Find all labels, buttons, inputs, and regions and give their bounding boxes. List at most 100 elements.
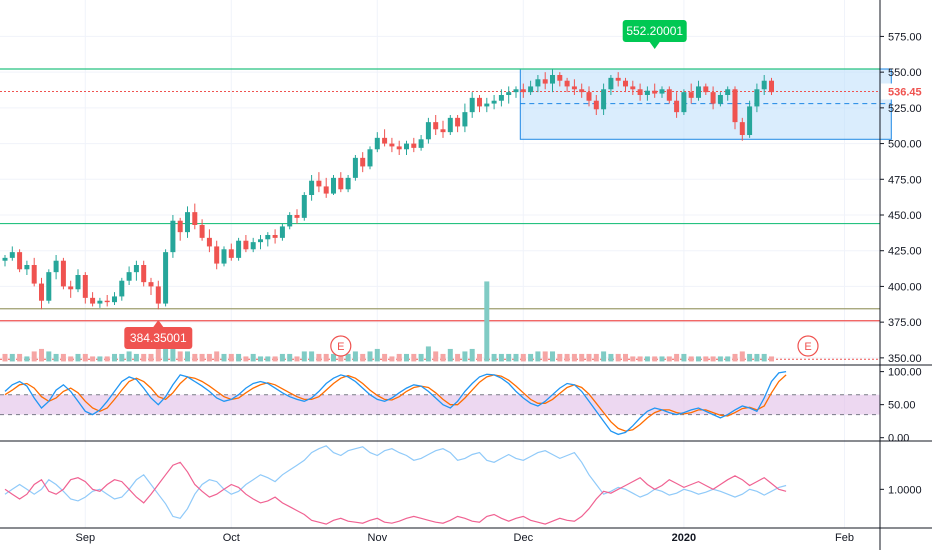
volume-bar — [506, 353, 512, 362]
volume-bar — [367, 351, 373, 362]
volume-bar — [644, 356, 650, 362]
candle-body — [411, 143, 417, 148]
oscillator-k-line — [4, 370, 787, 436]
volume-bar — [206, 353, 212, 362]
volume-bar — [338, 353, 344, 362]
volume-bar — [725, 356, 731, 362]
volume-bar — [469, 348, 475, 362]
volume-bar — [666, 356, 672, 362]
candle-body — [279, 226, 285, 238]
candle-body — [433, 122, 439, 130]
volume-bar — [309, 351, 315, 362]
low-price-label-box — [124, 327, 193, 349]
candle-body — [586, 92, 592, 101]
volume-bar — [148, 353, 154, 362]
volume-bar — [265, 356, 271, 362]
candle-body — [272, 235, 278, 238]
candle-body — [374, 137, 380, 150]
candle-body — [112, 296, 117, 303]
volume-bar — [732, 353, 738, 362]
volume-bar — [221, 353, 227, 362]
candle-body — [104, 300, 110, 303]
candle-body — [177, 220, 183, 233]
candle-body — [214, 246, 220, 264]
candle-body — [674, 100, 680, 113]
volume-bar — [214, 351, 220, 362]
candle-body — [287, 215, 293, 227]
candle-body — [294, 215, 300, 218]
candle-body — [732, 89, 738, 123]
oscillator-tick-label: 50.00 — [888, 400, 916, 412]
candle-body — [513, 89, 519, 93]
volume-bar — [652, 356, 658, 362]
volume-bar — [696, 356, 701, 362]
volume-bar — [396, 353, 402, 362]
price-tick-label: 425.00 — [888, 246, 922, 258]
comparison-red-line — [4, 461, 787, 525]
candle-body — [126, 272, 132, 281]
time-tick-label: Dec — [514, 532, 534, 544]
volume-bar — [455, 353, 461, 362]
volume-bar — [228, 353, 234, 362]
volume-bar — [674, 353, 680, 362]
time-tick-label: Nov — [368, 532, 388, 544]
volume-bar — [477, 353, 482, 362]
volume-bar — [608, 353, 614, 362]
candle-body — [484, 103, 490, 107]
high-price-label-pointer — [649, 42, 660, 49]
candle-body — [535, 79, 541, 87]
candle-body — [747, 106, 753, 135]
candle-body — [309, 180, 315, 195]
candle-body — [338, 177, 344, 190]
volume-bar — [710, 356, 716, 362]
volume-bar — [637, 356, 643, 362]
volume-bar — [703, 356, 709, 362]
candle-body — [491, 100, 497, 104]
volume-bar — [528, 353, 534, 362]
candle-body — [571, 86, 577, 90]
volume-bar — [659, 356, 665, 362]
volume-bar — [754, 353, 760, 362]
candle-body — [243, 240, 249, 250]
volume-bar — [243, 356, 249, 362]
volume-bar — [374, 348, 380, 362]
candle-body — [754, 89, 760, 107]
candle-body — [557, 75, 563, 81]
candle-body — [31, 265, 37, 284]
volume-bar — [404, 353, 409, 362]
price-tick-label: 350.00 — [888, 353, 922, 365]
volume-bars — [2, 281, 774, 362]
earnings-marker — [330, 335, 352, 357]
volume-bar — [769, 356, 774, 362]
candle-body — [221, 249, 227, 264]
candle-body — [550, 75, 555, 84]
volume-bar — [331, 353, 336, 362]
candle-body — [60, 260, 66, 287]
volume-bar — [433, 351, 439, 362]
volume-bar — [352, 351, 358, 362]
earnings-marker-label: E — [337, 341, 344, 353]
candle-body — [615, 77, 621, 81]
candle-body — [367, 149, 373, 167]
candle-body — [447, 117, 453, 133]
candle-body — [717, 95, 723, 104]
candle-body — [360, 157, 366, 167]
volume-bar — [550, 351, 555, 362]
candle-body — [455, 117, 461, 127]
volume-bar — [447, 348, 453, 362]
volume-bar — [141, 353, 147, 362]
candle-body — [739, 122, 745, 135]
candle-body — [703, 86, 709, 93]
time-tick-label: Oct — [223, 532, 240, 544]
candle-body — [192, 212, 198, 225]
candle-body — [440, 129, 446, 133]
candle-body — [141, 265, 147, 283]
candle-body — [659, 89, 665, 94]
comparison-tick-label: 1.0000 — [888, 484, 922, 496]
volume-bar — [46, 351, 52, 362]
candle-body — [601, 89, 607, 110]
volume-bar — [192, 353, 198, 362]
candle-body — [425, 122, 431, 140]
candle-body — [608, 77, 614, 90]
